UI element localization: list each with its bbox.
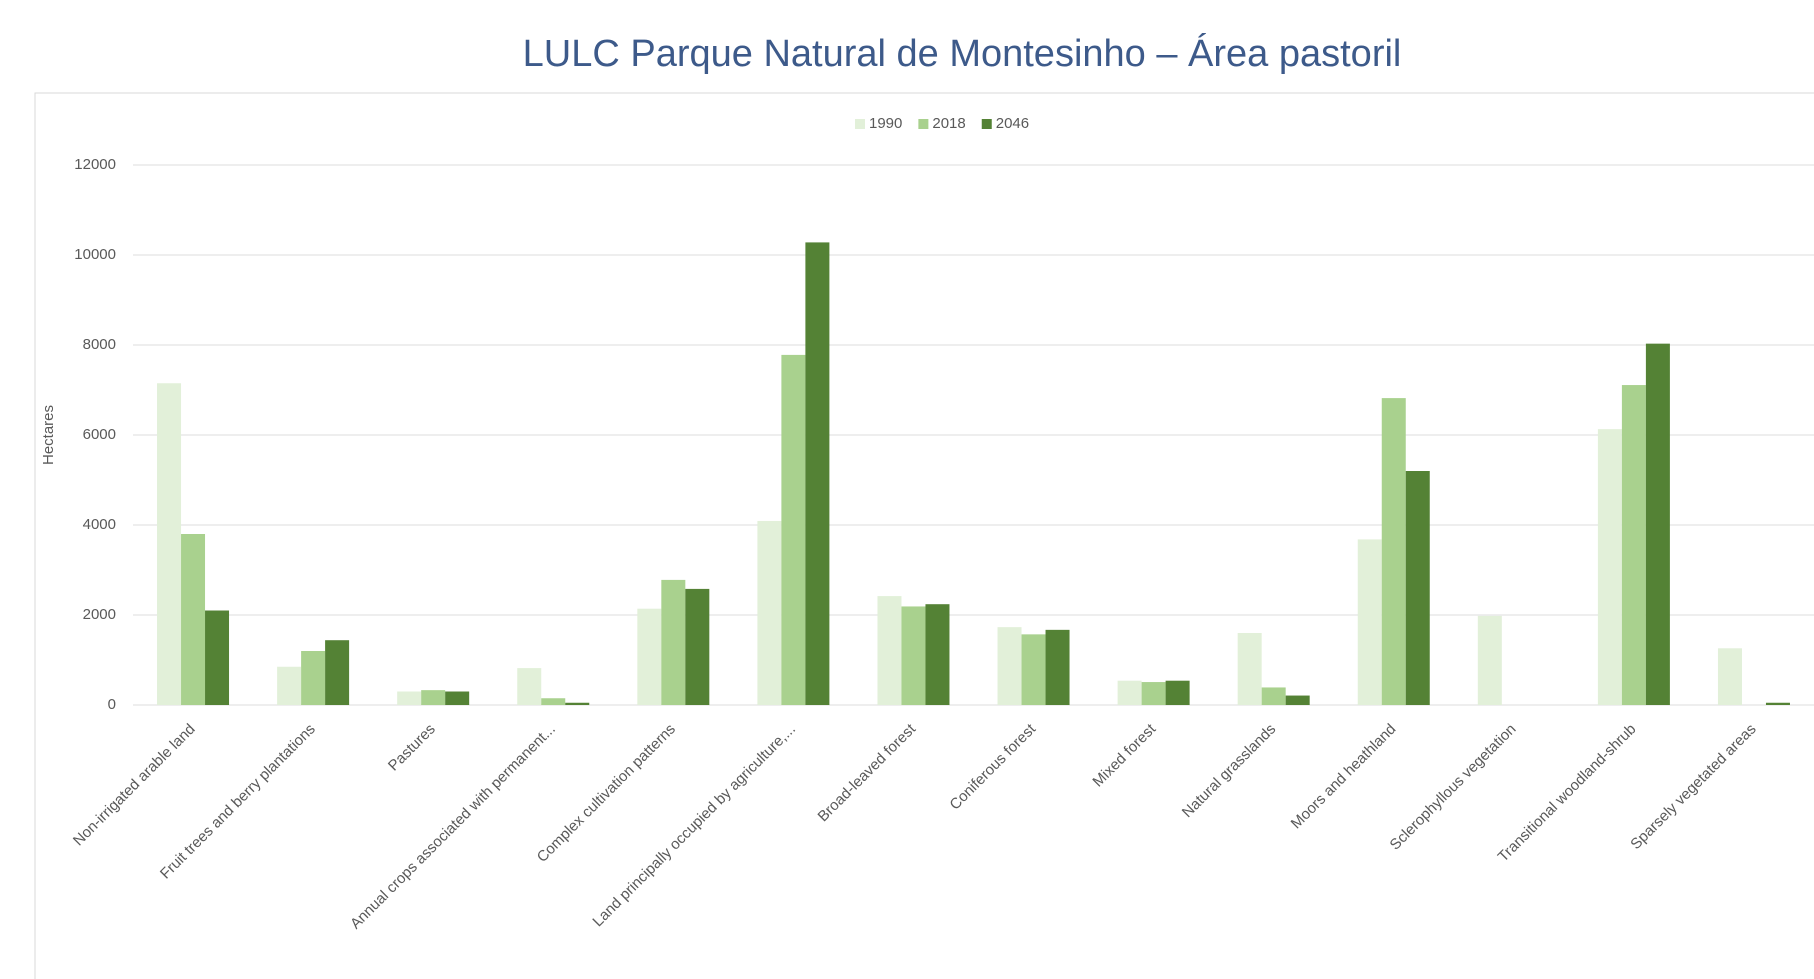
bar — [1285, 695, 1310, 705]
bar — [1621, 385, 1646, 705]
bar — [301, 651, 326, 705]
y-tick-label: 2000 — [83, 606, 116, 623]
bar — [1165, 680, 1190, 705]
bar — [1237, 633, 1262, 705]
bar — [181, 534, 206, 705]
bar — [1597, 429, 1622, 705]
bar — [1381, 398, 1406, 705]
bar — [1117, 680, 1142, 705]
bar — [757, 520, 782, 705]
legend-label: 2018 — [932, 115, 965, 132]
bar — [1477, 615, 1502, 705]
bar — [1261, 687, 1286, 705]
y-axis-label: Hectares — [40, 405, 57, 465]
bar — [325, 640, 350, 705]
bar — [1141, 682, 1166, 705]
legend-label: 2046 — [996, 115, 1029, 132]
bar — [1357, 539, 1382, 705]
y-tick-label: 4000 — [83, 516, 116, 533]
bar — [1021, 634, 1046, 705]
bar — [1405, 471, 1430, 705]
bar — [205, 610, 230, 705]
y-tick-label: 6000 — [83, 426, 116, 443]
bar — [997, 627, 1022, 705]
bar — [925, 604, 950, 705]
chart-frame — [34, 92, 1814, 979]
bar — [277, 666, 302, 705]
y-tick-label: 0 — [108, 696, 116, 713]
bar — [901, 606, 926, 705]
bar — [565, 702, 590, 705]
legend-swatch — [981, 119, 992, 129]
chart-title: LULC Parque Natural de Montesinho – Área… — [523, 32, 1402, 75]
y-tick-label: 8000 — [83, 336, 116, 353]
y-tick-label: 10000 — [74, 246, 116, 263]
bar — [517, 668, 542, 705]
bar — [157, 383, 182, 705]
bar — [637, 608, 662, 705]
bar — [421, 690, 446, 705]
bar — [781, 354, 806, 705]
bar — [685, 588, 710, 705]
y-tick-label: 12000 — [74, 156, 116, 173]
legend-label: 1990 — [869, 115, 902, 132]
bar — [805, 242, 830, 705]
legend-swatch — [918, 119, 929, 129]
bar — [1765, 702, 1790, 705]
bar — [661, 579, 686, 705]
bar — [1645, 343, 1670, 705]
bar — [1717, 648, 1742, 705]
bar — [397, 691, 422, 705]
bar — [445, 691, 470, 705]
bar — [541, 698, 566, 705]
bar — [1045, 629, 1070, 705]
legend-swatch — [855, 119, 865, 129]
bar — [877, 596, 902, 705]
